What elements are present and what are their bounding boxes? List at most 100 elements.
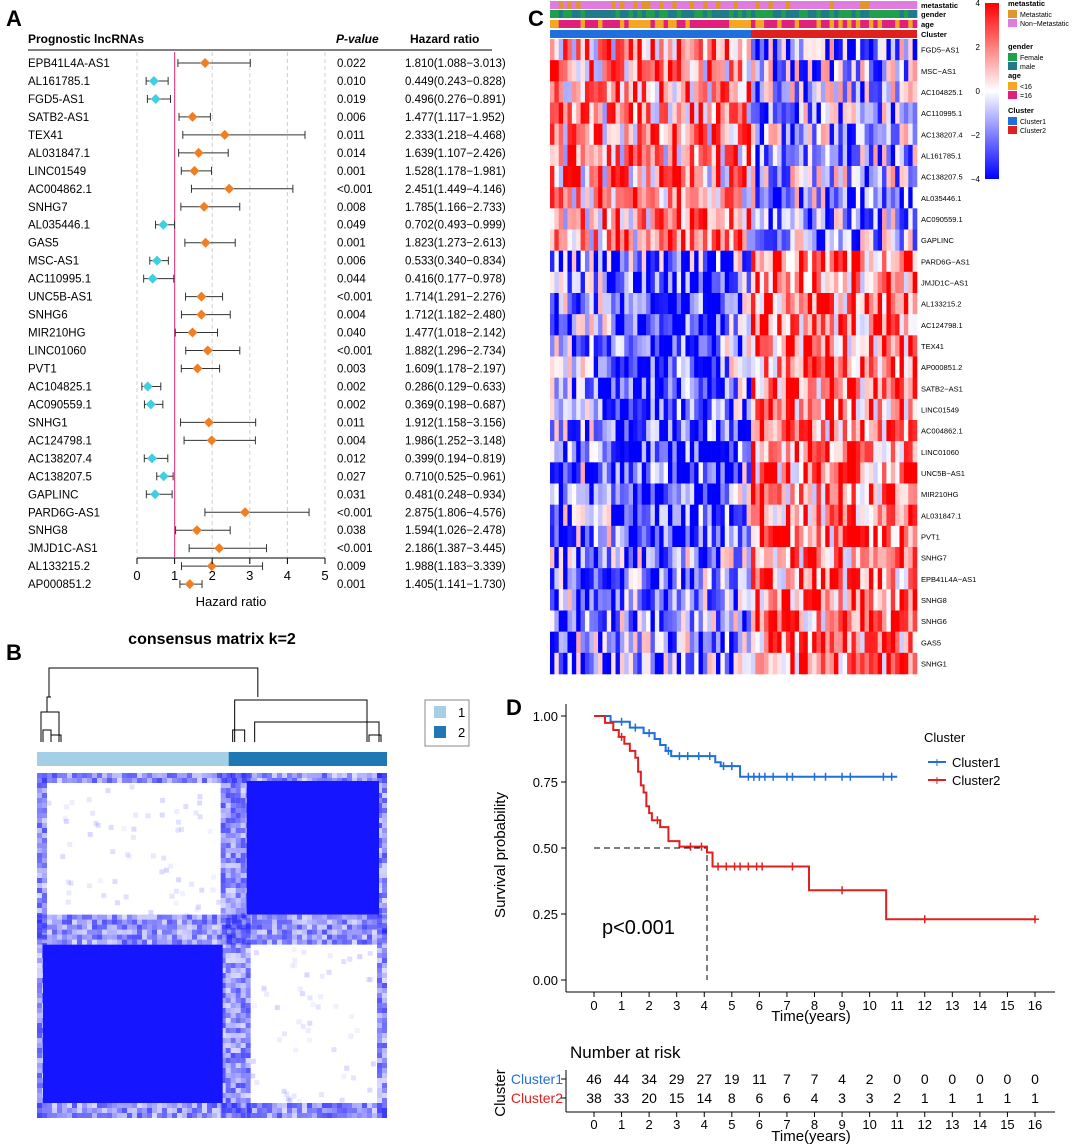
- heatmap-cell: [663, 377, 669, 400]
- annotation-cell-gender: [659, 10, 664, 18]
- consensus-edge-cell: [107, 773, 112, 778]
- annotation-cell-metastatic: [576, 1, 581, 9]
- heatmap-cell: [812, 166, 817, 188]
- heatmap-cell: [624, 208, 629, 230]
- heatmap-cell: [868, 123, 874, 146]
- heatmap-cell: [702, 398, 708, 421]
- consensus-edge-cell: [37, 828, 42, 833]
- heatmap-cell: [685, 81, 691, 103]
- consensus-edge-cell: [235, 978, 241, 983]
- heatmap-cell: [672, 123, 678, 146]
- heatmap-cell: [707, 610, 712, 632]
- heatmap-cell: [899, 568, 905, 590]
- annotation-cell-age: [842, 20, 848, 28]
- consensus-edge-cell: [377, 1003, 382, 1008]
- consensus-edge-cell: [112, 919, 117, 925]
- heatmap-cell: [877, 589, 883, 611]
- heatmap-cell: [615, 504, 621, 527]
- heatmap-cell: [654, 420, 660, 442]
- consensus-edge-cell: [362, 934, 367, 940]
- consensus-edge-cell: [225, 808, 231, 813]
- heatmap-cell: [646, 123, 651, 146]
- consensus-edge-cell: [172, 924, 177, 930]
- consensus-edge-cell: [117, 929, 122, 935]
- heatmap-cell: [563, 589, 568, 611]
- annotation-cell-age: [611, 20, 616, 28]
- risk-value-cluster2: 3: [866, 1090, 874, 1106]
- consensus-edge-cell: [342, 778, 347, 783]
- consensus-edge-cell: [292, 1108, 297, 1113]
- consensus-edge-cell: [72, 919, 77, 925]
- consensus-edge-cell: [257, 934, 262, 940]
- consensus-edge-cell: [240, 863, 246, 868]
- heatmap-cell: [685, 314, 691, 336]
- heatmap-cell: [772, 123, 778, 146]
- forest-row-pvalue: 0.014: [337, 148, 366, 160]
- consensus-edge-cell: [377, 913, 382, 918]
- heatmap-cell: [611, 504, 616, 527]
- heatmap-cell: [619, 271, 625, 294]
- annotation-cell-gender: [550, 10, 555, 18]
- heatmap-cell: [654, 356, 660, 378]
- consensus-edge-cell: [317, 773, 322, 778]
- heatmap-cell: [882, 610, 887, 632]
- heatmap-cell: [685, 39, 691, 61]
- forest-row-pvalue: 0.001: [337, 579, 366, 591]
- forest-row: GAS5 0.001 1.823(1.273−2.613): [28, 237, 506, 250]
- heatmap-cell: [667, 102, 673, 124]
- heatmap-cell: [803, 377, 809, 400]
- heatmap-cell: [733, 652, 739, 675]
- heatmap-cell: [868, 314, 874, 336]
- km-legend-mark-cluster2: +: [933, 772, 941, 788]
- heatmap-cell: [681, 525, 686, 548]
- heatmap-cell: [681, 589, 686, 611]
- annotation-cell-age: [707, 20, 712, 28]
- heatmap-cell: [855, 631, 861, 654]
- km-censor-mark: [846, 772, 855, 781]
- annotation-cell-age: [720, 20, 726, 28]
- consensus-edge-cell: [382, 934, 387, 940]
- heatmap-cell: [650, 398, 656, 421]
- consensus-faint-cell: [66, 890, 72, 896]
- heatmap-cell: [842, 60, 848, 82]
- consensus-faint-cell: [65, 879, 71, 885]
- consensus-edge-cell: [242, 934, 247, 940]
- heatmap-cell: [877, 229, 883, 251]
- heatmap-cell: [908, 547, 913, 569]
- consensus-edge-cell: [217, 778, 222, 783]
- heatmap-cell: [847, 166, 852, 188]
- consensus-edge-cell: [240, 878, 246, 883]
- consensus-edge-cell: [167, 939, 172, 945]
- heatmap-cell: [558, 187, 564, 209]
- heatmap-cell: [563, 335, 568, 357]
- consensus-edge-cell: [245, 1018, 251, 1023]
- forest-row-pvalue: 0.011: [337, 417, 365, 429]
- heatmap-cell: [829, 123, 835, 146]
- consensus-edge-cell: [147, 919, 152, 925]
- heatmap-cell: [864, 547, 870, 569]
- consensus-edge-cell: [187, 773, 192, 778]
- heatmap-cell: [619, 335, 625, 357]
- consensus-edge-cell: [247, 1108, 252, 1113]
- forest-row-hr-text: 1.785(1.166−2.733): [405, 202, 506, 214]
- heatmap-cell: [694, 123, 699, 146]
- consensus-edge-cell: [292, 1113, 297, 1118]
- annotation-cell-metastatic: [790, 1, 795, 9]
- consensus-edge-cell: [162, 924, 167, 930]
- consensus-edge-cell: [220, 1008, 226, 1013]
- forest-row-name: LINC01060: [28, 346, 86, 358]
- heatmap-cell: [571, 293, 577, 315]
- heatmap-cell: [812, 398, 817, 421]
- consensus-edge-cell: [297, 778, 302, 783]
- heatmap-cell: [785, 123, 791, 146]
- consensus-edge-cell: [142, 929, 147, 935]
- heatmap-cell: [624, 335, 629, 357]
- heatmap-cell: [742, 60, 747, 82]
- risk-row-label-cluster1: Cluster1: [511, 1071, 563, 1087]
- annotation-cell-age: [672, 20, 678, 28]
- heatmap-cell: [825, 441, 830, 463]
- forest-tick-label: 2: [209, 568, 216, 583]
- consensus-edge-cell: [132, 929, 137, 935]
- heatmap-cell: [912, 589, 918, 611]
